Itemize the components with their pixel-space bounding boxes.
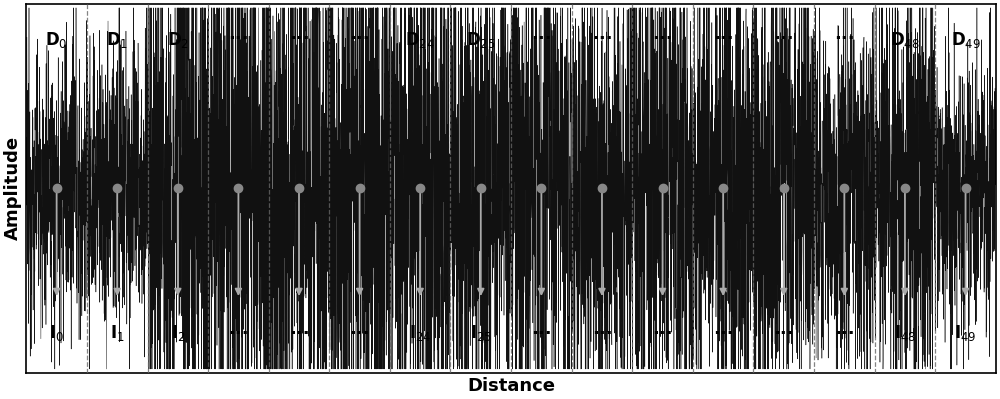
Text: $\mathbf{D}_{1}$: $\mathbf{D}_{1}$ <box>106 30 128 50</box>
Text: $\mathbf{D}_{48}$: $\mathbf{D}_{48}$ <box>890 30 920 50</box>
Text: $\mathbf{I}_{0}$: $\mathbf{I}_{0}$ <box>49 323 64 343</box>
Text: $\mathbf{D}_{25}$: $\mathbf{D}_{25}$ <box>466 30 496 50</box>
Text: ···: ··· <box>592 30 612 48</box>
Text: $\mathbf{D}_{2}$: $\mathbf{D}_{2}$ <box>167 30 189 50</box>
Text: ···: ··· <box>834 30 855 48</box>
Text: ···: ··· <box>834 325 855 343</box>
Text: ···: ··· <box>349 30 370 48</box>
Text: ···: ··· <box>713 325 733 343</box>
Text: $\mathbf{I}_{24}$: $\mathbf{I}_{24}$ <box>409 323 431 343</box>
Text: $\mathbf{D}_{24}$: $\mathbf{D}_{24}$ <box>405 30 435 50</box>
Text: ···: ··· <box>228 325 249 343</box>
Text: ···: ··· <box>531 30 552 48</box>
Text: $\mathbf{I}_{2}$: $\mathbf{I}_{2}$ <box>171 323 185 343</box>
Text: ···: ··· <box>773 30 794 48</box>
Text: $\mathbf{D}_{49}$: $\mathbf{D}_{49}$ <box>951 30 981 50</box>
X-axis label: Distance: Distance <box>467 377 555 395</box>
Text: $\mathbf{D}_{0}$: $\mathbf{D}_{0}$ <box>45 30 68 50</box>
Text: ···: ··· <box>289 30 309 48</box>
Y-axis label: Amplitude: Amplitude <box>4 136 22 241</box>
Text: $\mathbf{I}_{48}$: $\mathbf{I}_{48}$ <box>894 323 916 343</box>
Text: $\mathbf{I}_{25}$: $\mathbf{I}_{25}$ <box>470 323 492 343</box>
Text: ···: ··· <box>349 325 370 343</box>
Text: ···: ··· <box>773 325 794 343</box>
Text: $\mathbf{I}_{49}$: $\mathbf{I}_{49}$ <box>954 323 977 343</box>
Text: ···: ··· <box>652 325 673 343</box>
Text: ···: ··· <box>592 325 612 343</box>
Text: ···: ··· <box>531 325 552 343</box>
Text: ···: ··· <box>713 30 733 48</box>
Text: $\mathbf{I}_{1}$: $\mathbf{I}_{1}$ <box>110 323 125 343</box>
Text: ···: ··· <box>289 325 309 343</box>
Text: ···: ··· <box>652 30 673 48</box>
Text: ···: ··· <box>228 30 249 48</box>
